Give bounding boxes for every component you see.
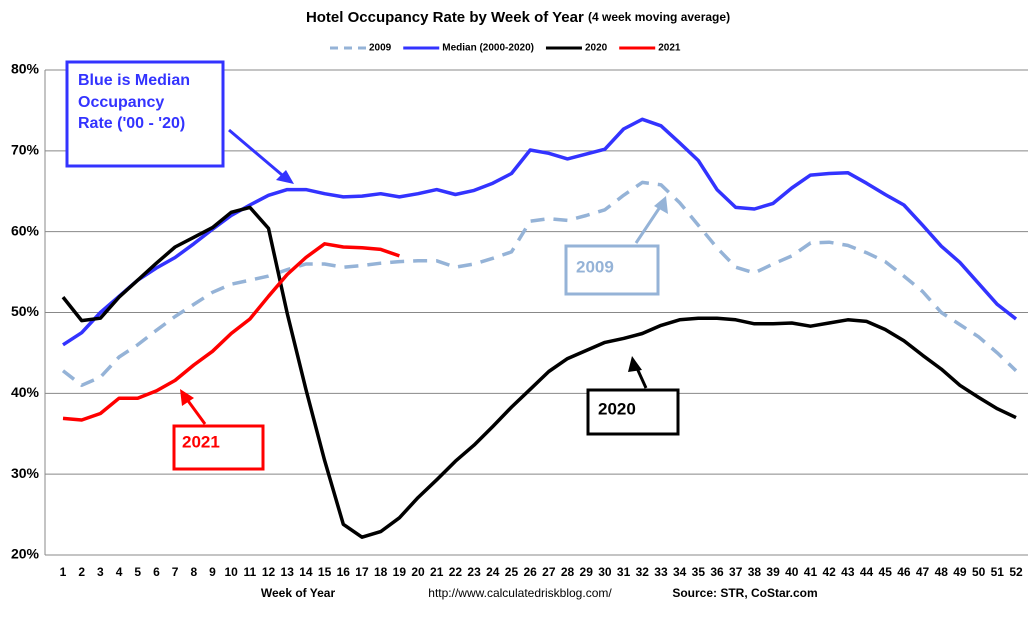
annotation: 2021 (182, 432, 220, 451)
x-tick-label: 4 (116, 565, 123, 579)
y-tick-label: 20% (11, 546, 40, 562)
x-tick-label: 48 (935, 565, 949, 579)
x-axis-label: Week of Year (261, 586, 336, 600)
x-tick-label: 13 (281, 565, 295, 579)
x-tick-label: 43 (841, 565, 855, 579)
x-tick-label: 36 (710, 565, 724, 579)
x-tick-label: 39 (766, 565, 780, 579)
arrow (634, 203, 664, 244)
x-tick-label: 1 (60, 565, 67, 579)
arrow (184, 397, 207, 425)
x-tick-label: 2 (78, 565, 85, 579)
x-tick-label: 25 (505, 565, 519, 579)
x-tick-label: 28 (561, 565, 575, 579)
series-line (61, 205, 1017, 539)
x-tick-label: 38 (748, 565, 762, 579)
legend-label: 2021 (658, 43, 681, 54)
x-tick-label: 50 (972, 565, 986, 579)
x-tick-label: 23 (467, 565, 481, 579)
x-tick-label: 51 (991, 565, 1005, 579)
x-tick-label: 12 (262, 565, 276, 579)
x-tick-label: 31 (617, 565, 631, 579)
x-tick-label: 45 (879, 565, 893, 579)
url: http://www.calculatedriskblog.com/ (428, 586, 612, 600)
x-tick-label: 9 (209, 565, 216, 579)
title: Hotel Occupancy Rate by Week of Year (306, 9, 584, 26)
x-tick-label: 46 (897, 565, 911, 579)
x-tick-label: 15 (318, 565, 332, 579)
x-tick-label: 49 (953, 565, 967, 579)
x-tick-label: 6 (153, 565, 160, 579)
subtitle: (4 week moving average) (588, 10, 730, 24)
y-tick-label: 60% (11, 222, 40, 238)
y-tick-label: 70% (11, 142, 40, 158)
arrowhead (180, 389, 194, 406)
x-tick-label: 5 (134, 565, 141, 579)
x-tick-label: 17 (355, 565, 369, 579)
x-tick-label: 42 (822, 565, 836, 579)
y-tick-label: 40% (11, 384, 40, 400)
x-tick-label: 8 (190, 565, 197, 579)
x-tick-label: 22 (449, 565, 463, 579)
x-tick-label: 29 (580, 565, 594, 579)
x-tick-label: 47 (916, 565, 930, 579)
chart-title: Hotel Occupancy Rate by Week of Year (4 … (306, 9, 730, 26)
x-tick-label: 3 (97, 565, 104, 579)
x-tick-label: 44 (860, 565, 874, 579)
x-tick-label: 33 (654, 565, 668, 579)
series-line (62, 117, 1018, 347)
x-tick-label: 32 (636, 565, 650, 579)
x-tick-label: 14 (299, 565, 313, 579)
x-tick-label: 16 (337, 565, 351, 579)
x-tick-label: 35 (692, 565, 706, 579)
series-line (62, 242, 400, 422)
x-tick-label: 30 (598, 565, 612, 579)
x-tick-label: 11 (244, 565, 257, 579)
y-tick-label: 30% (11, 465, 40, 481)
x-tick-label: 37 (729, 565, 743, 579)
median-box (65, 60, 225, 168)
arrowhead (276, 170, 294, 184)
annotation: Rate ('00 - '20) (78, 115, 185, 132)
x-tick-label: 40 (785, 565, 799, 579)
x-tick-label: 27 (542, 565, 556, 579)
source: Source: STR, CoStar.com (672, 586, 817, 600)
box-2021 (172, 424, 265, 471)
x-tick-label: 34 (673, 565, 687, 579)
box-2009 (564, 244, 660, 296)
x-tick-label: 52 (1009, 565, 1023, 579)
y-tick-label: 80% (11, 61, 40, 77)
x-tick-label: 19 (393, 565, 407, 579)
x-tick-label: 26 (523, 565, 537, 579)
annotation: Occupancy (78, 94, 164, 111)
x-tick-label: 7 (172, 565, 179, 579)
annotation: 2020 (598, 399, 636, 418)
annotation: Blue is Median (78, 72, 190, 89)
x-tick-label: 10 (224, 565, 238, 579)
x-tick-label: 20 (411, 565, 425, 579)
legend-label: 2009 (369, 43, 392, 54)
arrow (228, 128, 289, 182)
arrowhead (628, 356, 642, 372)
x-tick-label: 24 (486, 565, 500, 579)
y-tick-label: 50% (11, 303, 40, 319)
legend-label: Median (2000-2020) (442, 43, 534, 54)
series-line (61, 180, 1018, 388)
x-tick-label: 21 (430, 565, 444, 579)
x-tick-label: 18 (374, 565, 388, 579)
legend-label: 2020 (585, 43, 608, 54)
box-2020 (586, 388, 680, 436)
arrowhead (654, 196, 668, 214)
annotation: 2009 (576, 257, 614, 276)
x-tick-label: 41 (804, 565, 818, 579)
